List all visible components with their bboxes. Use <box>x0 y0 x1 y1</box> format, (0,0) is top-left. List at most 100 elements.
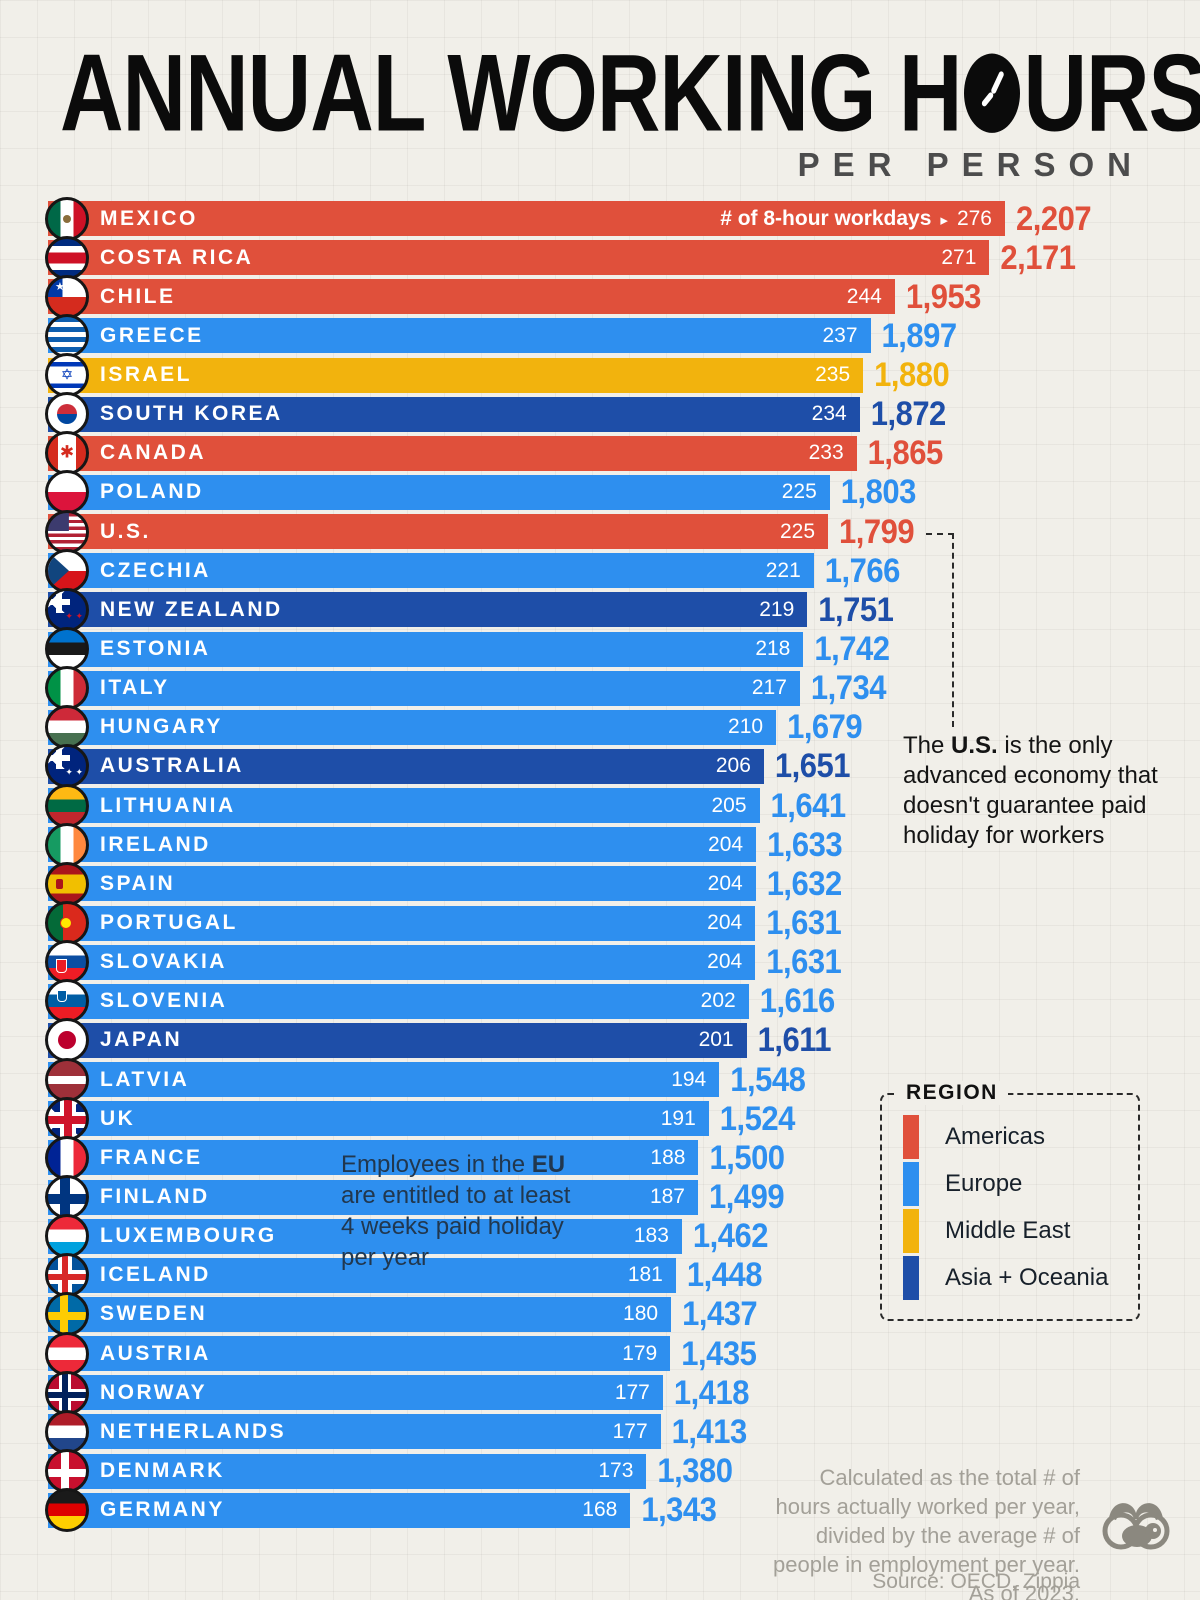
workdays-number: 225 <box>781 480 817 504</box>
luxembourg-flag-icon <box>45 1214 89 1259</box>
hours-value: 1,766 <box>824 550 901 590</box>
country-label: SOUTH KOREA <box>100 402 283 426</box>
bar-costa-rica: COSTA RICA 271 <box>48 240 990 276</box>
workdays-value: 187 <box>650 1185 685 1209</box>
country-label: HUNGARY <box>100 715 223 739</box>
spain-flag-icon <box>45 861 89 906</box>
chart-row-austria: AUSTRIA 179 1,435 <box>45 1331 1005 1376</box>
workdays-value: 237 <box>822 324 857 348</box>
chart-row-sweden: SWEDEN 180 1,437 <box>45 1292 1005 1337</box>
chart-row-france: FRANCE 188 1,500 <box>45 1135 1005 1180</box>
slovakia-flag-icon <box>45 940 89 985</box>
workdays-value: 219 <box>759 598 794 622</box>
japan-flag-icon <box>45 1018 89 1063</box>
country-label: MEXICO <box>100 206 198 230</box>
workdays-value: 225 <box>780 520 815 544</box>
hours-value: 1,548 <box>730 1059 806 1099</box>
hours-value: 1,418 <box>673 1372 750 1412</box>
chart-row-spain: SPAIN 204 1,632 <box>45 861 1005 906</box>
legend-title: REGION <box>896 1081 1008 1105</box>
latvia-flag-icon <box>45 1057 89 1102</box>
legend-items: Americas Europe Middle East Asia + Oceania <box>882 1095 1138 1301</box>
workdays-value: 204 <box>708 872 743 896</box>
hours-value: 1,953 <box>905 276 982 316</box>
italy-flag-icon <box>45 666 89 711</box>
bar-netherlands: NETHERLANDS 177 <box>48 1414 661 1450</box>
workdays-value: 204 <box>707 950 742 974</box>
workdays-value: 204 <box>708 833 743 857</box>
workdays-header-arrow-icon: ▸ <box>940 211 948 229</box>
workdays-number: 180 <box>623 1302 659 1326</box>
workdays-number: 204 <box>708 832 744 856</box>
workdays-number: 234 <box>811 402 847 426</box>
country-label: SLOVENIA <box>100 989 228 1013</box>
workdays-value: 225 <box>782 480 817 504</box>
country-label: FRANCE <box>100 1145 203 1169</box>
legend-swatch-middle_east <box>903 1208 919 1253</box>
hours-value: 1,799 <box>839 511 915 551</box>
hours-value: 1,448 <box>686 1255 763 1295</box>
workdays-number: 221 <box>765 558 801 582</box>
workdays-number: 177 <box>612 1419 648 1443</box>
workdays-value: 221 <box>766 559 801 583</box>
country-label: ICELAND <box>100 1263 211 1287</box>
bar-denmark: DENMARK 173 <box>48 1453 647 1489</box>
hours-value: 1,633 <box>767 824 843 864</box>
uk-flag-icon <box>45 1096 89 1141</box>
legend-label-europe: Europe <box>945 1169 1023 1197</box>
workdays-value: 234 <box>812 402 847 426</box>
bar-israel: ISRAEL 235 <box>48 357 864 393</box>
slovenia-flag-icon <box>45 979 89 1024</box>
country-label: COSTA RICA <box>100 245 254 269</box>
workdays-number: 276 <box>956 206 992 230</box>
workdays-number: 219 <box>759 597 795 621</box>
country-label: PORTUGAL <box>100 911 238 935</box>
source-line: Source: OECD, Zippia <box>872 1570 1080 1593</box>
chart-row-netherlands: NETHERLANDS 177 1,413 <box>45 1409 1005 1454</box>
chart-row-hungary: HUNGARY 210 1,679 <box>45 705 1005 750</box>
costa-rica-flag-icon <box>45 235 89 280</box>
hours-value: 1,897 <box>881 315 958 355</box>
bar-slovakia: SLOVAKIA 204 <box>48 944 756 980</box>
bar-hungary: HUNGARY 210 <box>48 709 777 745</box>
workdays-number: 201 <box>698 1028 734 1052</box>
workdays-value: 181 <box>628 1263 663 1287</box>
bar-greece: GREECE 237 <box>48 318 871 354</box>
country-label: LITHUANIA <box>100 793 236 817</box>
workdays-number: 233 <box>808 441 844 465</box>
workdays-value: 168 <box>582 1498 617 1522</box>
workdays-number: 188 <box>650 1145 686 1169</box>
workdays-value: 177 <box>613 1420 648 1444</box>
workdays-number: 206 <box>715 754 751 778</box>
bar-chart: MEXICO # of 8-hour workdays ▸ 276 2,207 COSTA… <box>45 196 1092 1533</box>
workdays-number: 204 <box>707 911 743 935</box>
hours-value: 1,631 <box>766 902 842 943</box>
us-annotation: The U.S. is the only advanced economy th… <box>903 732 1158 849</box>
bar-chile: CHILE 244 <box>48 279 895 315</box>
iceland-flag-icon <box>45 1253 89 1298</box>
legend-swatch-europe <box>903 1161 919 1206</box>
chile-flag-icon <box>45 274 89 319</box>
hours-value: 1,803 <box>840 472 917 512</box>
legend-item-middle_east: Middle East <box>882 1207 1138 1254</box>
country-label: LUXEMBOURG <box>100 1224 277 1248</box>
chart-row-uk: UK 191 1,524 <box>45 1096 1005 1141</box>
bar-spain: SPAIN 204 <box>48 866 756 902</box>
country-label: ESTONIA <box>100 637 211 661</box>
chart-row-australia: AUSTRALIA 206 1,651 <box>45 744 1005 789</box>
portugal-flag-icon <box>45 901 89 946</box>
workdays-number: 177 <box>614 1380 650 1404</box>
country-label: U.S. <box>100 519 151 543</box>
region-legend: REGION Americas Europe Middle East Asia + O… <box>880 1081 1140 1321</box>
chart-row-ireland: IRELAND 204 1,633 <box>45 822 1005 867</box>
workdays-number: 244 <box>846 284 882 308</box>
workdays-value: 180 <box>623 1302 658 1326</box>
bar-us: U.S. 225 <box>48 514 829 550</box>
bar-sweden: SWEDEN 180 <box>48 1296 672 1332</box>
hours-value: 1,611 <box>757 1020 832 1060</box>
country-label: GERMANY <box>100 1498 225 1522</box>
workdays-number: 204 <box>707 871 743 895</box>
australia-flag-icon <box>45 744 89 789</box>
workdays-number: 181 <box>627 1263 663 1287</box>
poland-flag-icon <box>45 470 89 515</box>
